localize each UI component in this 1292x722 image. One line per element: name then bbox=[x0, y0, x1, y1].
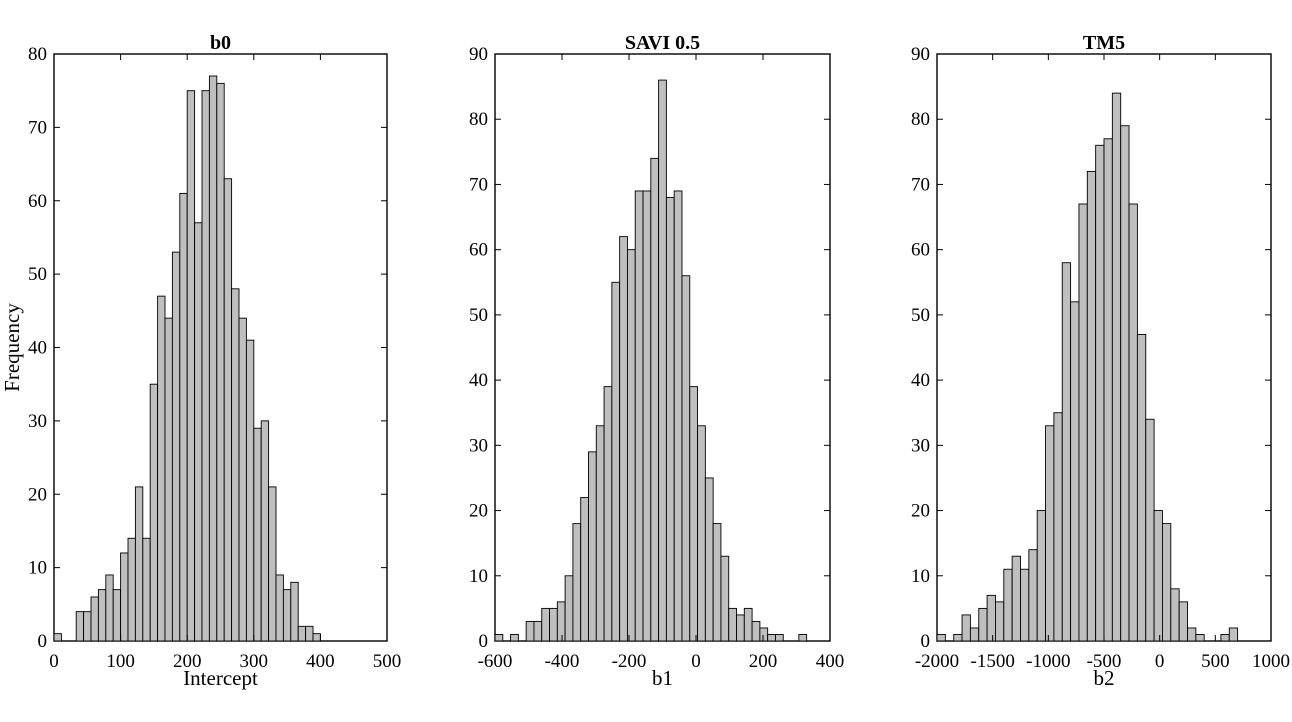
svg-text:400: 400 bbox=[816, 651, 845, 672]
svg-text:40: 40 bbox=[911, 370, 930, 391]
svg-text:0: 0 bbox=[1155, 651, 1165, 672]
svg-text:0: 0 bbox=[691, 651, 701, 672]
svg-text:0: 0 bbox=[49, 651, 59, 672]
svg-text:70: 70 bbox=[469, 174, 488, 195]
svg-text:70: 70 bbox=[911, 174, 930, 195]
svg-text:70: 70 bbox=[28, 117, 47, 138]
svg-text:20: 20 bbox=[28, 484, 47, 505]
svg-text:1000: 1000 bbox=[1252, 651, 1290, 672]
svg-text:90: 90 bbox=[469, 44, 488, 65]
svg-text:60: 60 bbox=[911, 240, 930, 261]
svg-text:50: 50 bbox=[469, 305, 488, 326]
svg-text:10: 10 bbox=[28, 558, 47, 579]
svg-text:60: 60 bbox=[469, 240, 488, 261]
svg-text:10: 10 bbox=[469, 566, 488, 587]
svg-text:30: 30 bbox=[911, 435, 930, 456]
svg-text:100: 100 bbox=[106, 651, 135, 672]
svg-text:SAVI 0.5: SAVI 0.5 bbox=[625, 32, 700, 54]
svg-text:b2: b2 bbox=[1094, 666, 1115, 690]
svg-text:40: 40 bbox=[469, 370, 488, 391]
svg-text:-200: -200 bbox=[612, 651, 647, 672]
svg-text:0: 0 bbox=[479, 631, 489, 652]
svg-text:500: 500 bbox=[1201, 651, 1230, 672]
svg-text:20: 20 bbox=[911, 501, 930, 522]
svg-text:Frequency: Frequency bbox=[0, 303, 24, 392]
svg-text:-1500: -1500 bbox=[971, 651, 1015, 672]
svg-text:80: 80 bbox=[911, 109, 930, 130]
svg-text:0: 0 bbox=[921, 631, 931, 652]
svg-text:b0: b0 bbox=[210, 32, 231, 54]
svg-text:50: 50 bbox=[28, 264, 47, 285]
svg-text:-600: -600 bbox=[478, 651, 513, 672]
svg-text:10: 10 bbox=[911, 566, 930, 587]
svg-text:20: 20 bbox=[469, 501, 488, 522]
svg-text:-400: -400 bbox=[545, 651, 580, 672]
svg-text:-2000: -2000 bbox=[915, 651, 959, 672]
svg-text:200: 200 bbox=[749, 651, 778, 672]
svg-text:b1: b1 bbox=[652, 666, 673, 690]
svg-text:30: 30 bbox=[469, 435, 488, 456]
svg-text:-1000: -1000 bbox=[1026, 651, 1070, 672]
svg-text:40: 40 bbox=[28, 338, 47, 359]
svg-text:80: 80 bbox=[28, 44, 47, 65]
svg-text:60: 60 bbox=[28, 191, 47, 212]
svg-text:30: 30 bbox=[28, 411, 47, 432]
svg-text:0: 0 bbox=[38, 631, 48, 652]
svg-text:50: 50 bbox=[911, 305, 930, 326]
svg-text:Intercept: Intercept bbox=[183, 666, 258, 690]
svg-text:80: 80 bbox=[469, 109, 488, 130]
svg-text:TM5: TM5 bbox=[1083, 32, 1125, 54]
svg-text:500: 500 bbox=[373, 651, 402, 672]
svg-text:400: 400 bbox=[306, 651, 335, 672]
svg-text:90: 90 bbox=[911, 44, 930, 65]
